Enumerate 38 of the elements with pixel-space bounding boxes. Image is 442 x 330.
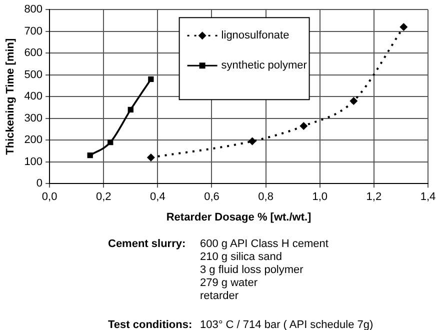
x-tick-label: 1,4 — [420, 191, 436, 204]
legend-label: synthetic polymer — [221, 60, 308, 72]
text: 3 g fluid loss polymer — [200, 264, 304, 277]
y-tick-label: 400 — [24, 90, 43, 103]
point — [87, 152, 93, 158]
text: 600 g API Class H cement — [200, 238, 328, 251]
point — [128, 106, 134, 112]
point — [108, 139, 114, 146]
y-tick-label: 700 — [24, 25, 43, 38]
y-axis-title: Thickening Time [min] — [4, 38, 17, 155]
y-tick-label: 600 — [24, 47, 43, 60]
point — [148, 76, 154, 82]
legend-label: lignosulfonate — [221, 30, 290, 42]
x-tick-label: 0,4 — [150, 191, 166, 204]
text: retarder — [200, 290, 239, 303]
text: Test conditions: — [108, 319, 192, 330]
y-tick-label: 200 — [24, 134, 43, 146]
y-tick-label: 0 — [36, 178, 43, 190]
point — [146, 154, 155, 162]
text: Cement slurry: — [108, 238, 186, 250]
text: 103° C / 714 bar ( API schedule 7g) — [200, 319, 374, 330]
point — [248, 137, 256, 146]
x-tick-label: 0,0 — [42, 191, 58, 204]
y-tick-label: 800 — [24, 4, 43, 16]
y-tick-label: 100 — [24, 156, 43, 168]
x-tick-label: 0,6 — [204, 191, 220, 204]
text: 279 g water — [200, 277, 258, 290]
y-tick-label: 300 — [24, 112, 43, 124]
x-axis-title: Retarder Dosage % [wt./wt.] — [166, 211, 312, 224]
point — [300, 122, 308, 130]
point — [400, 23, 408, 31]
text: 210 g silica sand — [200, 251, 282, 264]
x-tick-label: 1,2 — [366, 191, 382, 204]
x-tick-label: 1,0 — [312, 191, 328, 204]
y-tick-label: 500 — [24, 68, 43, 81]
x-tick-label: 0,8 — [258, 191, 274, 204]
point — [350, 96, 358, 105]
x-tick-label: 0,2 — [96, 191, 112, 204]
